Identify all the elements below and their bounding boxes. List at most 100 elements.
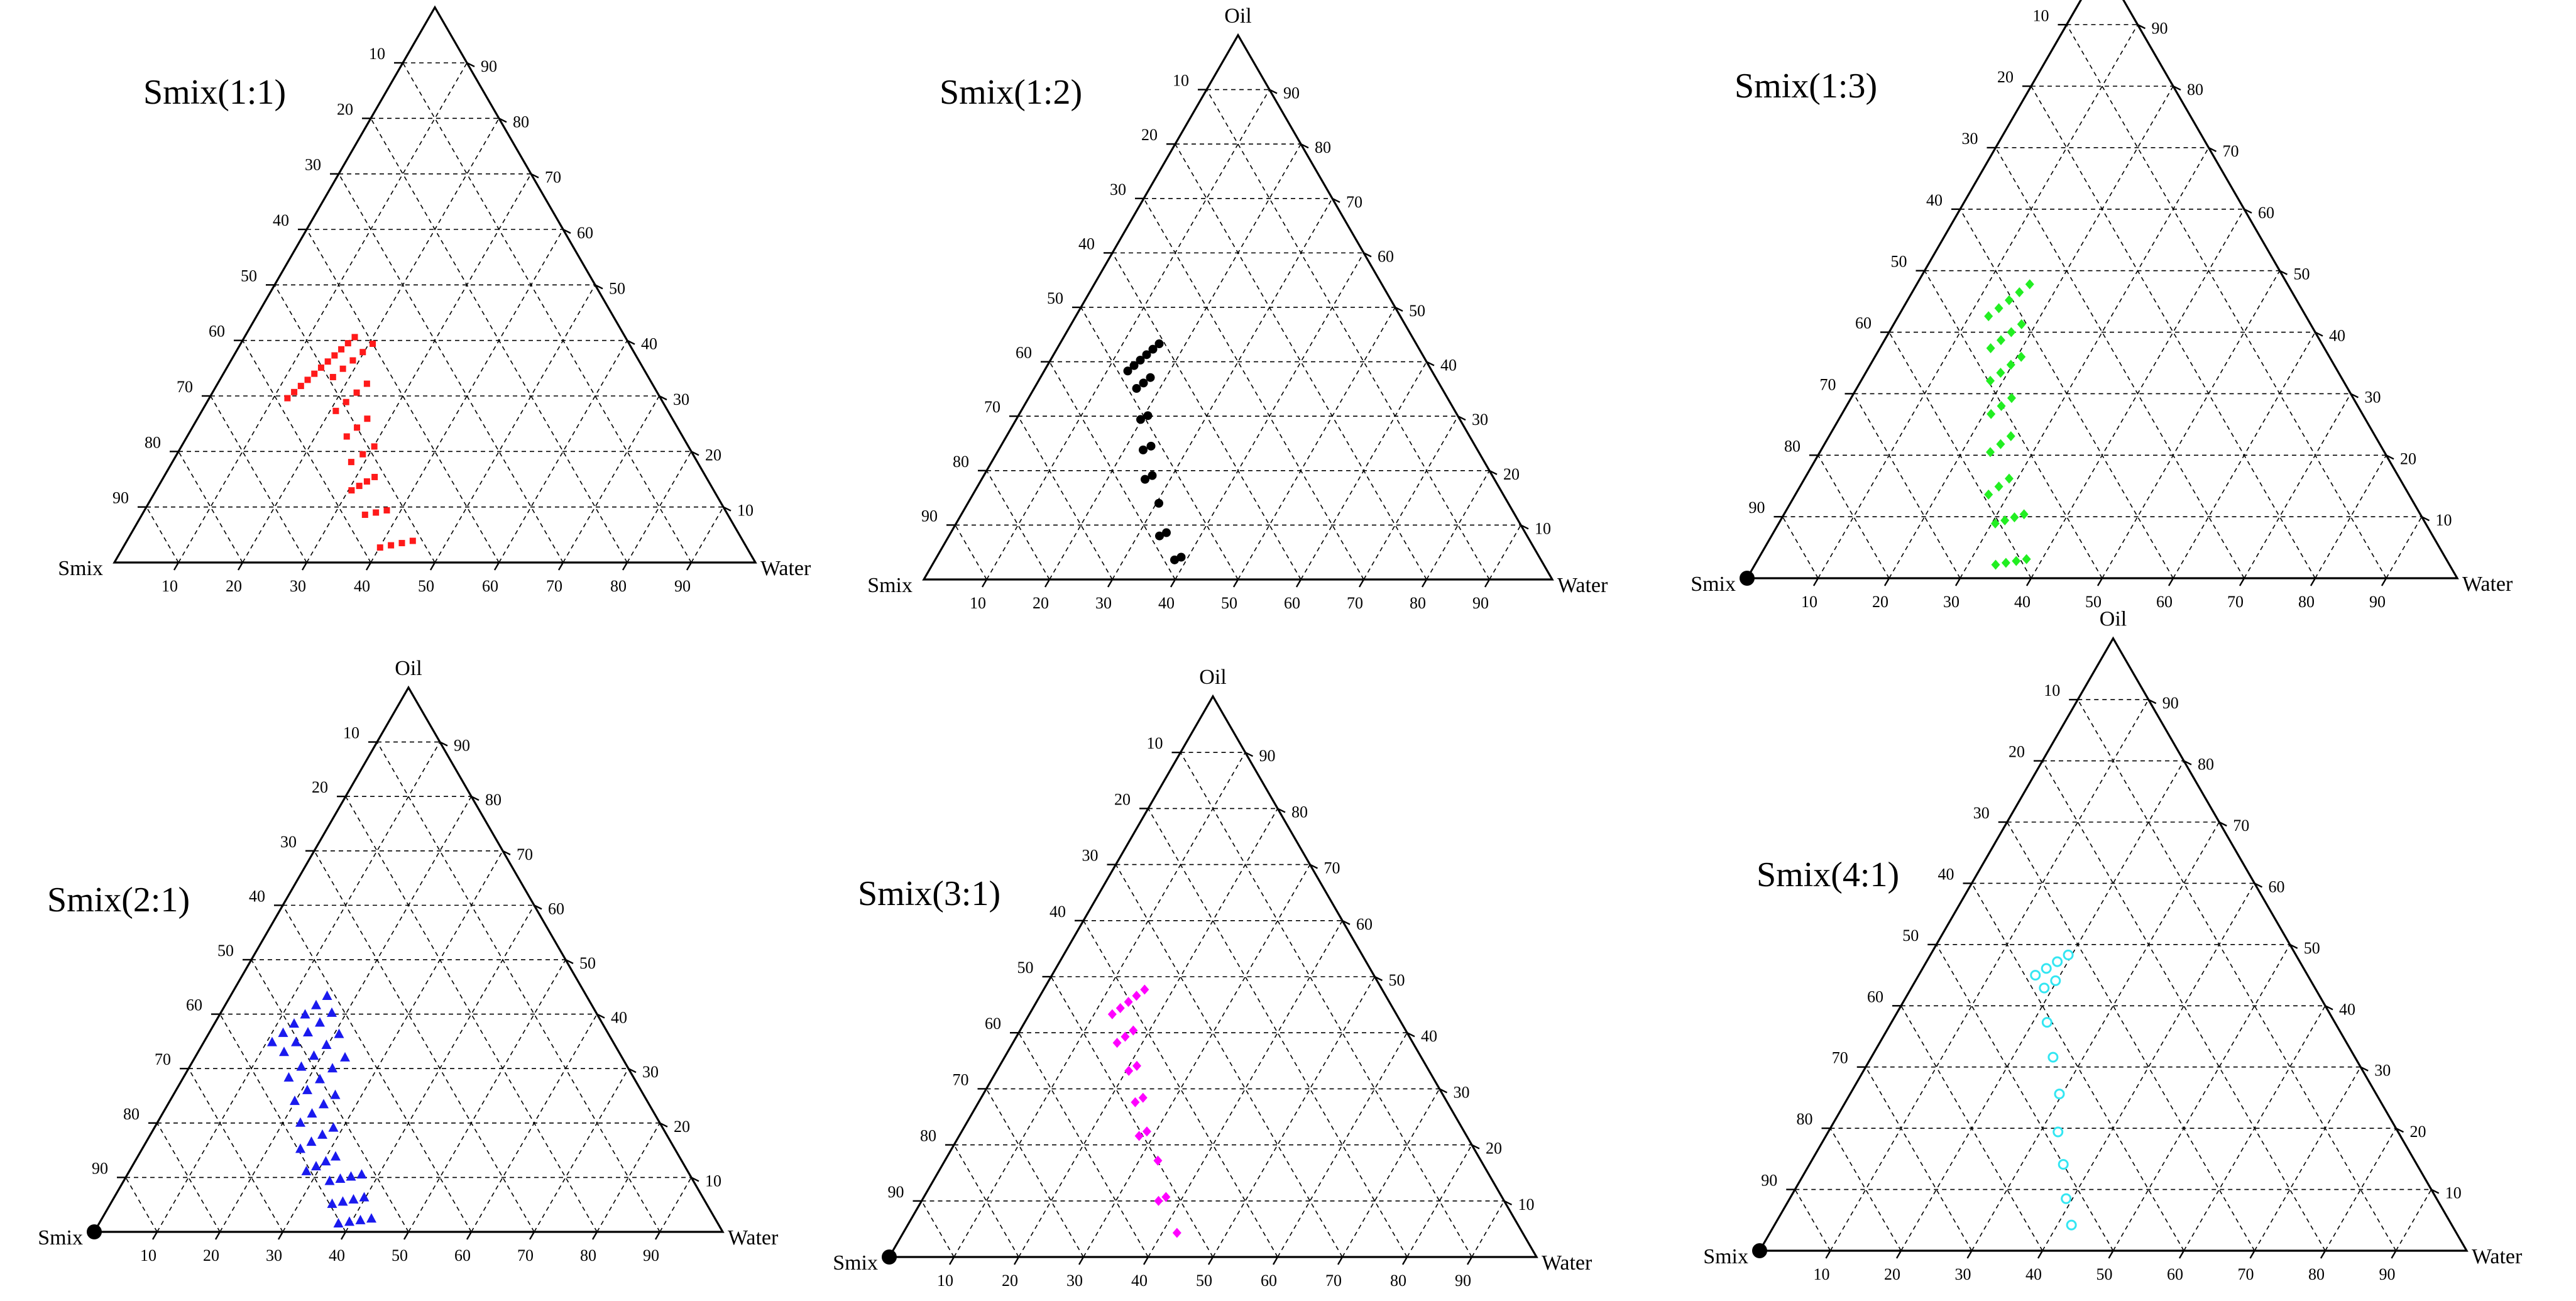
tick-labels: 10 10 10 20 20 20 30 30 30 40 40 40 50 50 50 60 60 60 70 70…: [112, 45, 754, 595]
gridline-water-50: [1212, 976, 1376, 1258]
data-point: [409, 537, 416, 544]
gridline-water-90: [659, 1177, 692, 1232]
vertex-label-smix: Smix: [58, 557, 103, 580]
tick-label-smix: 90: [1749, 498, 1765, 517]
data-point: [373, 509, 380, 516]
tick-label-oil: 20: [1503, 465, 1520, 483]
data-point: [1132, 1060, 1141, 1071]
data-point: [327, 1007, 337, 1017]
gridline-water-50: [434, 284, 596, 563]
data-point: [2010, 512, 2019, 523]
tick-label-smix: 70: [984, 398, 1000, 416]
data-point: [295, 1143, 305, 1153]
tickmark-oil: [659, 1122, 668, 1128]
tickmark-water: [1895, 1250, 1902, 1259]
tick-label-smix: 10: [1173, 72, 1189, 90]
tick-label-water: 50: [418, 577, 434, 595]
data-point: [359, 349, 366, 356]
gridline-smix-60: [219, 1014, 346, 1232]
gridline-smix-40: [1971, 883, 2184, 1251]
tick-label-oil: 70: [545, 168, 561, 187]
gridline-smix-10: [1180, 752, 1472, 1258]
tick-label-smix: 60: [1867, 987, 1883, 1006]
tick-label-oil: 80: [485, 791, 501, 809]
tickmark-oil: [723, 506, 732, 512]
tick-label-oil: 50: [2304, 939, 2320, 957]
data-point: [1129, 361, 1139, 370]
data-point: [1996, 368, 2005, 378]
tick-label-water: 20: [1002, 1271, 1018, 1290]
data-point: [2047, 1051, 2059, 1063]
tick-label-water: 30: [1095, 594, 1112, 612]
tickmark-oil: [1406, 1032, 1415, 1038]
data-point: [321, 1039, 332, 1049]
tick-label-water: 70: [2227, 593, 2244, 611]
tickmark-water: [1954, 578, 1961, 586]
tickmark-water: [1272, 1256, 1279, 1265]
chart-title: Smix(1:1): [143, 73, 286, 112]
gridline-water-20: [219, 796, 472, 1232]
data-point: [302, 1084, 312, 1094]
data-point: [317, 364, 324, 371]
gridline-water-60: [2173, 332, 2316, 579]
data-point: [289, 1018, 299, 1028]
tickmark-water: [591, 1231, 598, 1240]
gridline-water-90: [691, 507, 724, 563]
tickmark-water: [214, 1231, 221, 1240]
data-point: [2001, 557, 2010, 568]
data-point: [376, 544, 383, 551]
tick-label-oil: 70: [2233, 816, 2249, 835]
data-point: [2007, 393, 2016, 403]
data-point: [359, 451, 366, 458]
tickmark-water: [2320, 1250, 2327, 1259]
data-point: [2017, 319, 2026, 329]
gridline-water-50: [408, 959, 566, 1232]
tickmark-water: [173, 562, 180, 571]
tickmark-oil: [2137, 24, 2146, 30]
tickmark-oil: [1277, 808, 1286, 813]
tickmark-water: [466, 1231, 473, 1240]
tickmark-oil: [2183, 760, 2192, 766]
vertex-label-oil: Oil: [1199, 666, 1226, 689]
tick-label-water: 70: [2238, 1265, 2254, 1283]
data-point: [1143, 411, 1153, 420]
tick-label-smix: 50: [1047, 289, 1063, 307]
tick-label-water: 80: [2308, 1265, 2325, 1283]
data-point: [1996, 439, 2005, 449]
gridline-water-60: [1277, 1032, 1408, 1258]
data-point: [328, 1122, 339, 1132]
tick-label-water: 50: [392, 1246, 408, 1265]
gridline-water-80: [2325, 1128, 2397, 1251]
data-point: [335, 1173, 346, 1183]
gridline-smix-50: [1050, 976, 1214, 1258]
data-point: [1134, 1131, 1144, 1141]
tick-label-smix: 40: [249, 887, 265, 905]
tick-label-oil: 80: [1315, 138, 1331, 156]
tick-label-oil: 40: [2329, 327, 2345, 345]
gridline-smix-10: [2077, 699, 2397, 1251]
data-point: [278, 1027, 288, 1037]
gridline-smix-30: [1995, 147, 2245, 579]
ternary-panel-3: 10 10 10 20 20 20 30 30 30 40 40 40 50 50 50 60 60 60 70 70…: [1691, 0, 2513, 611]
tick-label-oil: 30: [642, 1063, 659, 1081]
data-point: [1124, 1065, 1134, 1076]
tickmark-oil: [1439, 1088, 1448, 1094]
tick-labels: 10 10 10 20 20 20 30 30 30 40 40 40 50 50 50 60 60 60 70 70…: [1761, 681, 2462, 1283]
gridline-smix-90: [955, 524, 987, 580]
grid-lines: [955, 89, 1521, 580]
tickmark-water: [2239, 578, 2245, 586]
data-point: [371, 443, 378, 450]
tick-label-water: 10: [140, 1246, 156, 1265]
tickmark-oil: [1309, 864, 1318, 869]
gridline-water-80: [1406, 1145, 1472, 1258]
gridline-water-50: [1237, 307, 1396, 580]
tick-label-water: 10: [937, 1271, 953, 1290]
gridline-water-30: [1959, 147, 2210, 579]
tick-label-water: 60: [482, 577, 498, 595]
data-point: [2041, 1017, 2053, 1028]
data-point: [346, 1171, 356, 1181]
tick-label-smix: 60: [186, 996, 202, 1014]
data-point: [2015, 287, 2024, 297]
tick-label-smix: 60: [1016, 344, 1032, 362]
tickmark-oil: [1471, 1144, 1480, 1150]
